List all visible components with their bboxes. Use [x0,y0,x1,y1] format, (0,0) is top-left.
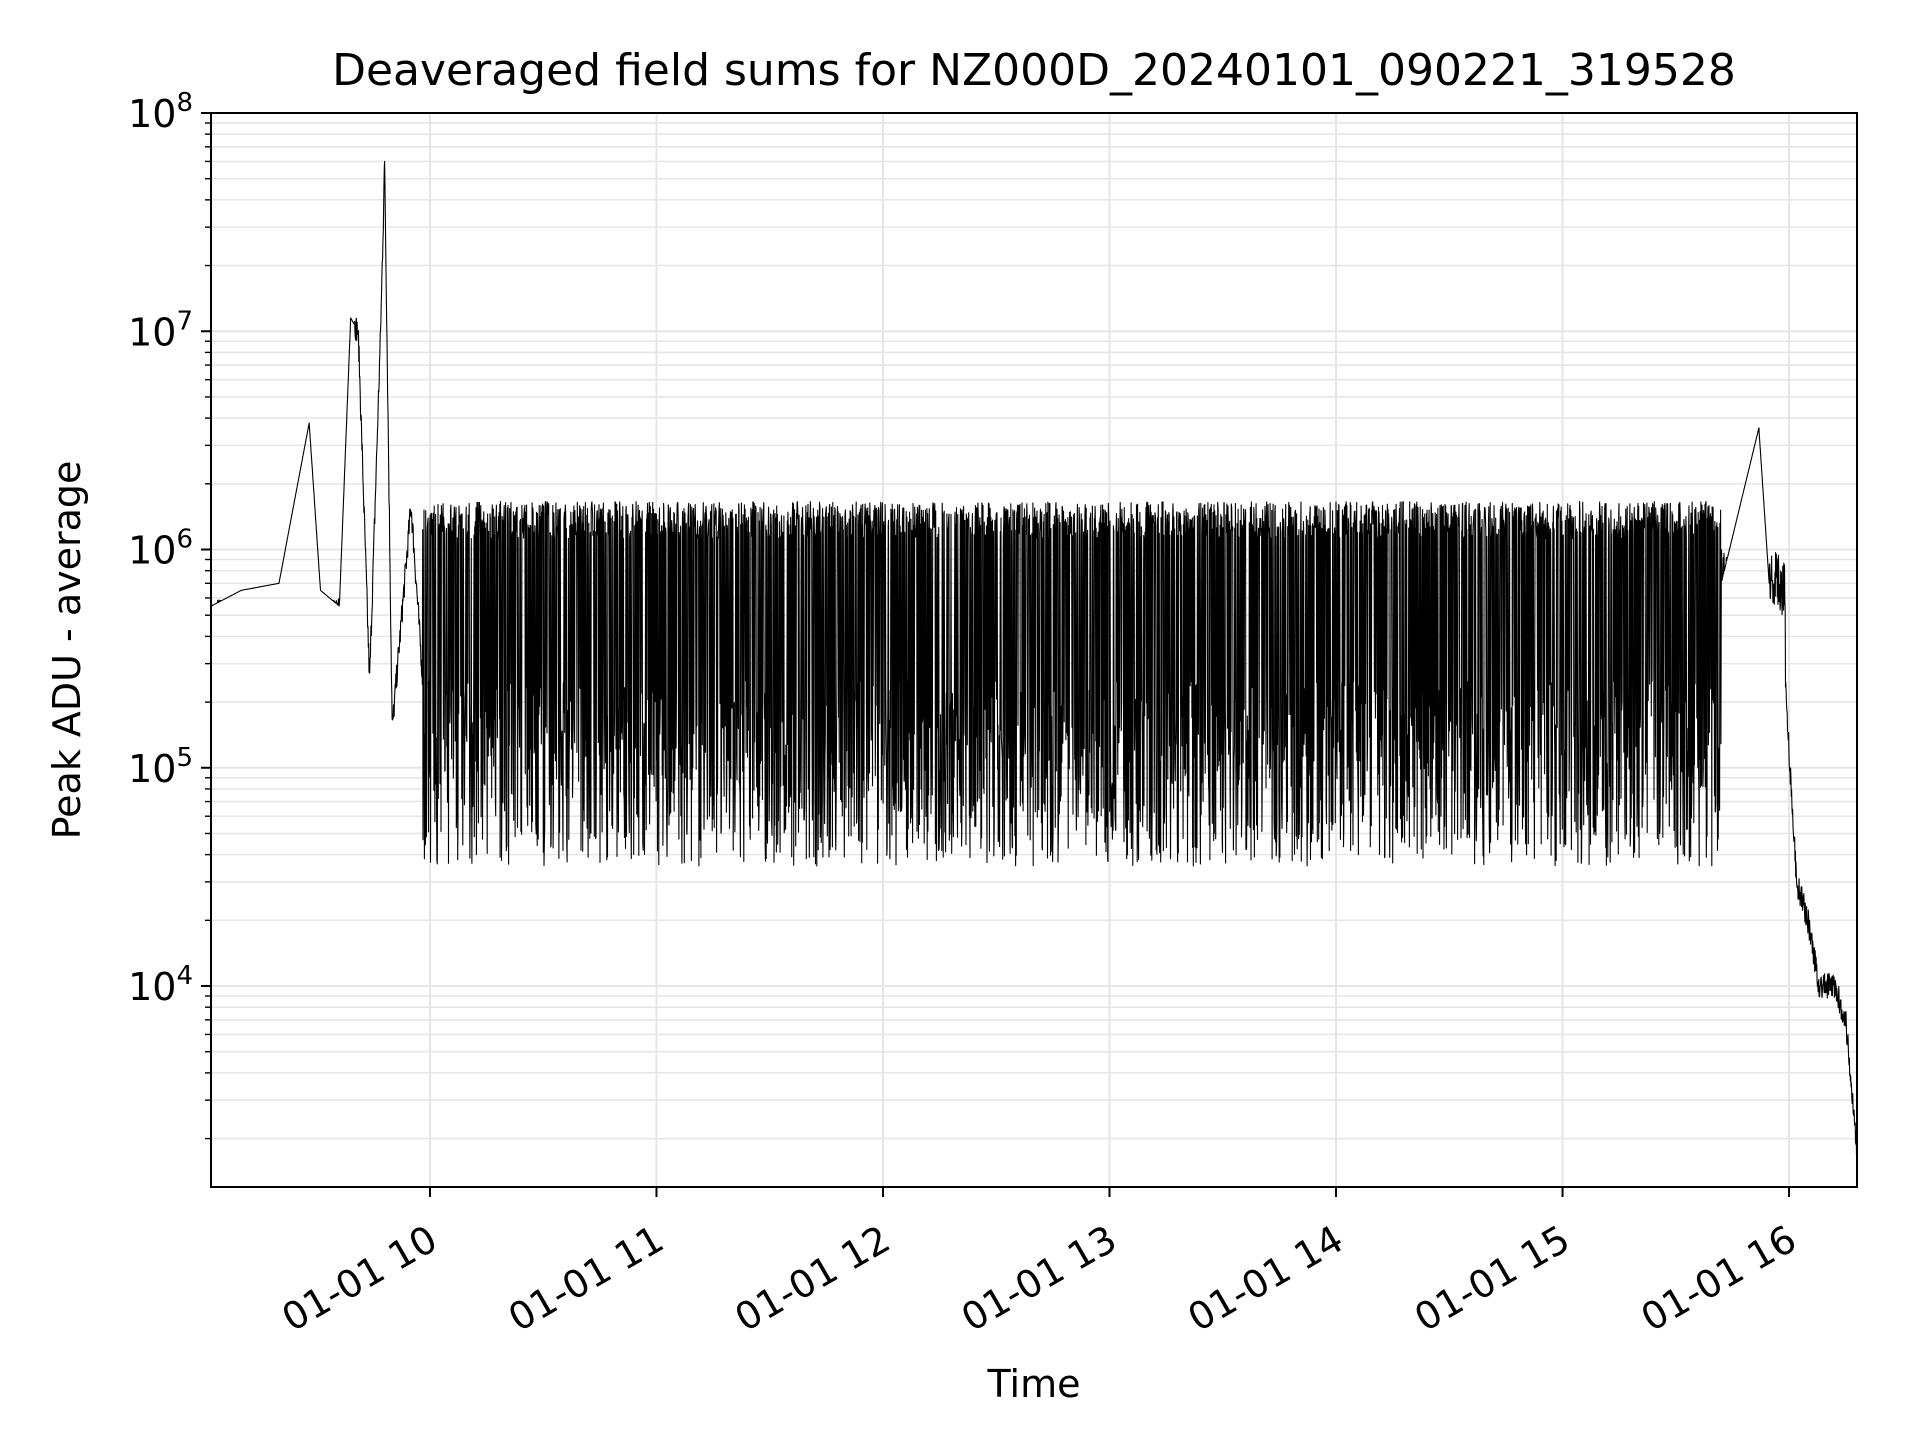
y-axis-label: Peak ADU - average [45,461,89,840]
x-axis-label: Time [987,1362,1081,1406]
y-tick-label: 108 [128,88,193,136]
y-tick-label: 105 [128,743,193,791]
y-tick-label: 106 [128,525,193,573]
series-line [210,160,1858,1156]
data-series [210,160,1858,1156]
chart-title: Deaveraged field sums for NZ000D_2024010… [332,45,1736,96]
y-tick-label: 104 [128,961,193,1009]
y-tick-label: 107 [128,306,193,354]
plot-frame [210,112,1858,1188]
